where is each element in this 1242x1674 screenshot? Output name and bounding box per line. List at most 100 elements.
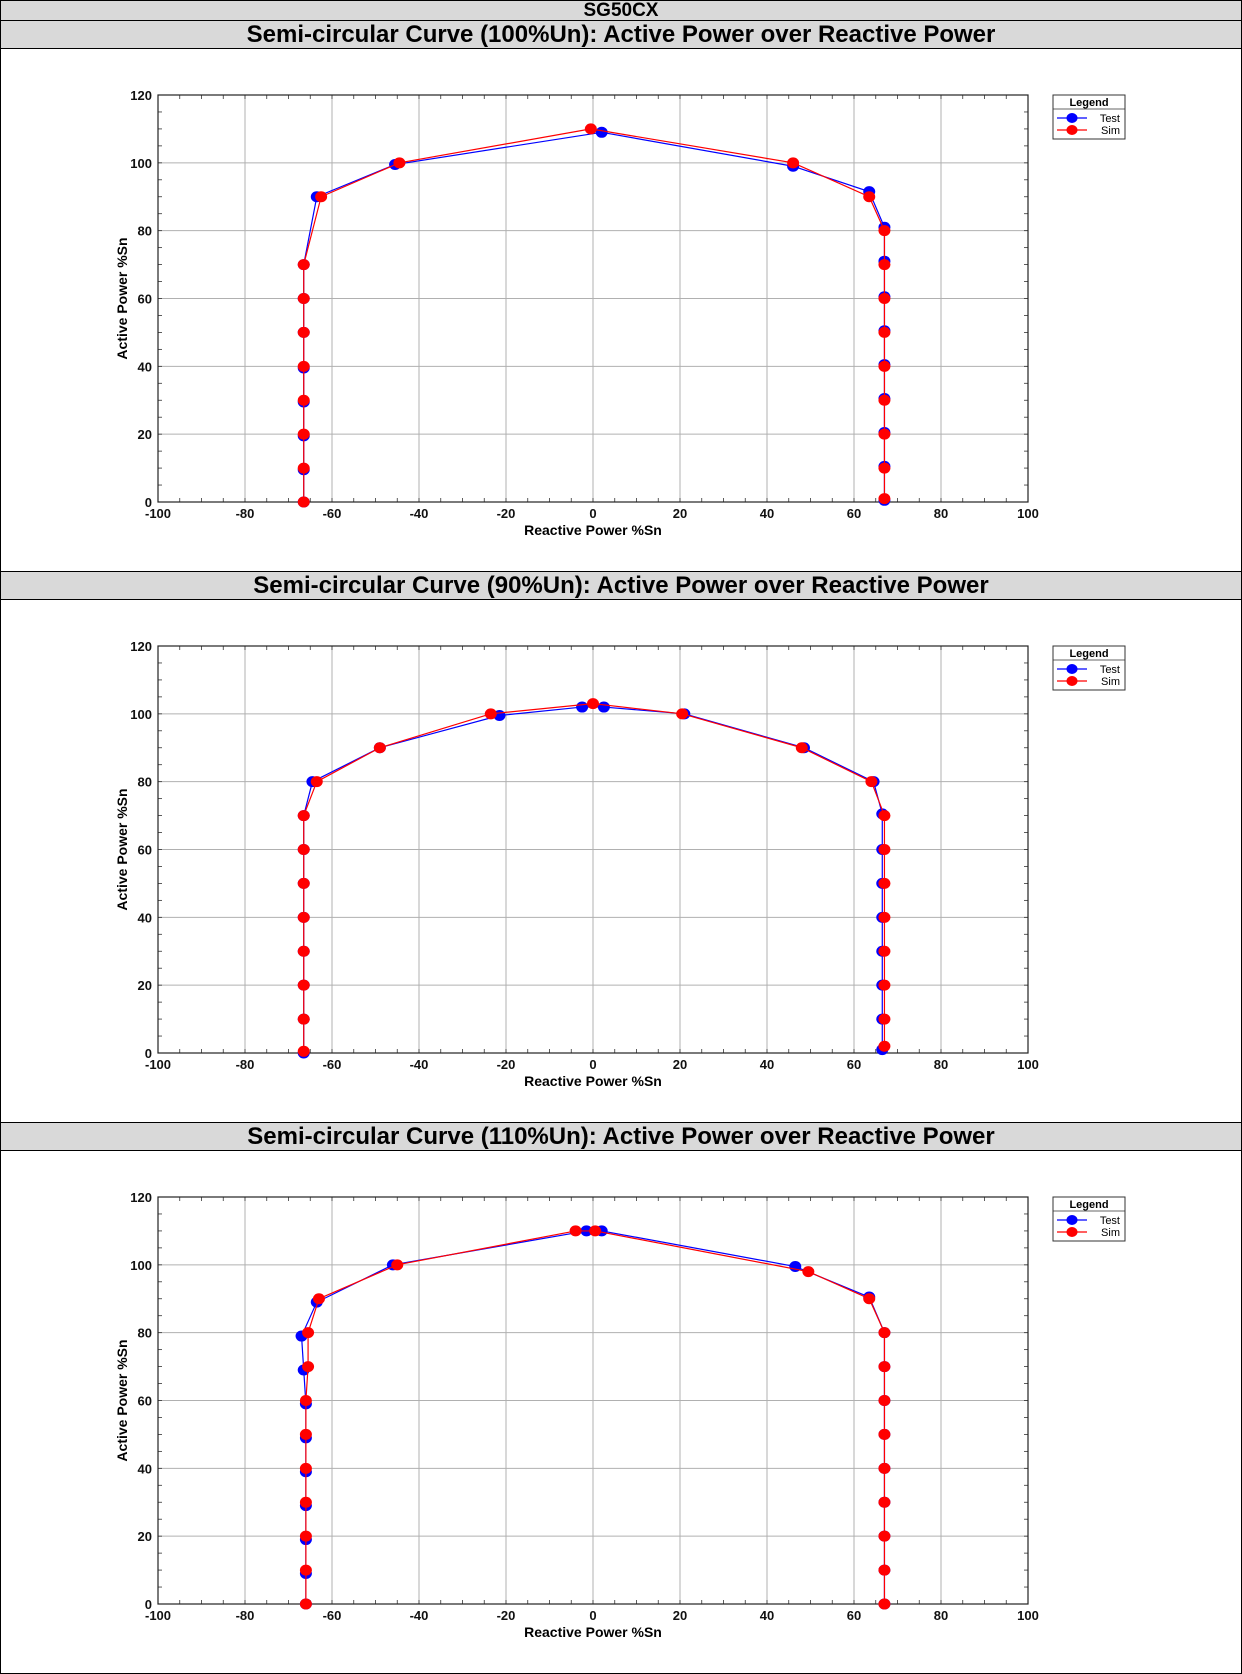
data-point-sim bbox=[589, 1225, 602, 1237]
data-point-sim bbox=[584, 123, 597, 135]
data-point-sim bbox=[863, 1293, 876, 1305]
legend-marker-test bbox=[1066, 1215, 1078, 1226]
data-point-sim bbox=[587, 698, 599, 710]
y-tick-label: 100 bbox=[130, 1258, 152, 1273]
legend-title: Legend bbox=[1069, 1199, 1108, 1211]
data-point-sim bbox=[299, 1395, 312, 1407]
y-tick-label: 120 bbox=[130, 1190, 152, 1205]
x-tick-label: -80 bbox=[236, 506, 255, 521]
grid-lines bbox=[157, 1196, 1029, 1605]
legend-entry-sim: Sim bbox=[1101, 676, 1120, 688]
y-axis-label: Active Power %Sn bbox=[114, 789, 130, 911]
grid-lines bbox=[157, 94, 1029, 503]
data-point-sim bbox=[878, 1564, 891, 1576]
data-point-sim bbox=[878, 1327, 891, 1339]
legend-box bbox=[1052, 1196, 1126, 1242]
x-tick-label: 60 bbox=[847, 1057, 861, 1072]
data-point-sim bbox=[878, 361, 891, 373]
data-point-sim bbox=[299, 1429, 312, 1441]
y-tick-label: 20 bbox=[138, 978, 152, 993]
x-tick-label: -80 bbox=[236, 1608, 255, 1623]
legend-entry-test: Test bbox=[1100, 664, 1120, 676]
data-point-sim bbox=[299, 1530, 312, 1542]
x-tick-label: 20 bbox=[673, 1057, 687, 1072]
chart-90: -100 -80 -60 -40 -20 0 20 40 60 80 100 0 20 40 60 80 100… bbox=[114, 639, 1126, 1089]
data-point-sim bbox=[878, 945, 891, 957]
y-tick-label: 20 bbox=[138, 1529, 152, 1544]
x-tick-label: 20 bbox=[673, 506, 687, 521]
y-tick-label: 80 bbox=[138, 1326, 152, 1341]
legend-marker-test bbox=[1066, 664, 1078, 675]
x-axis-label: Reactive Power %Sn bbox=[524, 522, 662, 538]
plot-frame bbox=[157, 645, 1029, 1054]
data-point-sim bbox=[391, 1259, 404, 1271]
legend-title: Legend bbox=[1069, 97, 1108, 109]
y-tick-label: 0 bbox=[145, 1046, 152, 1061]
data-point-sim bbox=[878, 394, 891, 406]
series-sim bbox=[297, 123, 891, 508]
y-tick-label: 40 bbox=[138, 1461, 152, 1476]
x-tick-label: -60 bbox=[323, 506, 342, 521]
legend-marker-sim bbox=[1066, 676, 1078, 687]
data-point-sim bbox=[795, 742, 808, 754]
data-point-sim bbox=[297, 810, 310, 822]
y-axis-label: Active Power %Sn bbox=[114, 238, 130, 360]
data-point-sim bbox=[310, 776, 323, 788]
legend-marker-test bbox=[1066, 113, 1078, 124]
y-tick-label: 20 bbox=[138, 427, 152, 442]
x-tick-label: 100 bbox=[1017, 1057, 1039, 1072]
chart-100: -100 -80 -60 -40 -20 0 20 40 60 80 100 0 20 40 60 80 100… bbox=[114, 88, 1126, 538]
data-point-sim bbox=[297, 496, 310, 508]
data-point-sim bbox=[299, 1598, 312, 1610]
x-tick-label: 40 bbox=[760, 1608, 774, 1623]
data-point-sim bbox=[878, 259, 891, 271]
data-point-sim bbox=[393, 157, 406, 169]
legend-entry-test: Test bbox=[1100, 113, 1120, 125]
x-tick-label: 0 bbox=[589, 1057, 596, 1072]
data-point-sim bbox=[863, 191, 876, 203]
x-tick-label: 80 bbox=[934, 1057, 948, 1072]
data-point-sim bbox=[299, 1462, 312, 1474]
y-tick-label: 100 bbox=[130, 707, 152, 722]
data-point-sim bbox=[878, 1429, 891, 1441]
data-point-sim bbox=[297, 327, 310, 339]
y-tick-label: 60 bbox=[138, 843, 152, 858]
data-point-sim bbox=[878, 1013, 891, 1025]
chart-cell-110: -100 -80 -60 -40 -20 0 20 40 60 80 100 0 20 40 60 80 100… bbox=[0, 1150, 1242, 1674]
plot-frame bbox=[157, 1196, 1029, 1605]
chart-110: -100 -80 -60 -40 -20 0 20 40 60 80 100 0 20 40 60 80 100… bbox=[114, 1190, 1126, 1640]
series-sim bbox=[297, 698, 891, 1057]
y-tick-label: 100 bbox=[130, 156, 152, 171]
data-point-sim bbox=[297, 293, 310, 305]
data-point-sim bbox=[299, 1564, 312, 1576]
data-point-sim bbox=[297, 394, 310, 406]
x-tick-label: 60 bbox=[847, 1608, 861, 1623]
data-point-sim bbox=[802, 1266, 815, 1278]
x-tick-label: 100 bbox=[1017, 1608, 1039, 1623]
series-line-sim bbox=[303, 128, 886, 503]
data-point-sim bbox=[302, 1361, 315, 1373]
data-point-sim bbox=[297, 1045, 310, 1057]
data-point-sim bbox=[878, 979, 891, 991]
data-point-sim bbox=[878, 225, 891, 237]
data-point-sim bbox=[297, 878, 310, 890]
data-point-sim bbox=[878, 1395, 891, 1407]
y-tick-label: 0 bbox=[145, 1597, 152, 1612]
x-tick-label: -60 bbox=[323, 1608, 342, 1623]
series-sim bbox=[299, 1225, 891, 1610]
data-point-sim bbox=[878, 293, 891, 305]
document-title: SG50CX bbox=[0, 0, 1242, 22]
x-tick-label: 80 bbox=[934, 506, 948, 521]
plot-frame bbox=[157, 94, 1029, 503]
x-tick-label: 40 bbox=[760, 1057, 774, 1072]
x-tick-label: 0 bbox=[589, 506, 596, 521]
legend-box bbox=[1052, 645, 1126, 691]
y-tick-label: 120 bbox=[130, 639, 152, 654]
data-point-sim bbox=[878, 844, 891, 856]
data-point-sim bbox=[878, 912, 891, 924]
data-point-test bbox=[595, 127, 608, 139]
data-point-sim bbox=[878, 493, 891, 505]
data-point-sim bbox=[878, 1462, 891, 1474]
x-tick-label: 80 bbox=[934, 1608, 948, 1623]
